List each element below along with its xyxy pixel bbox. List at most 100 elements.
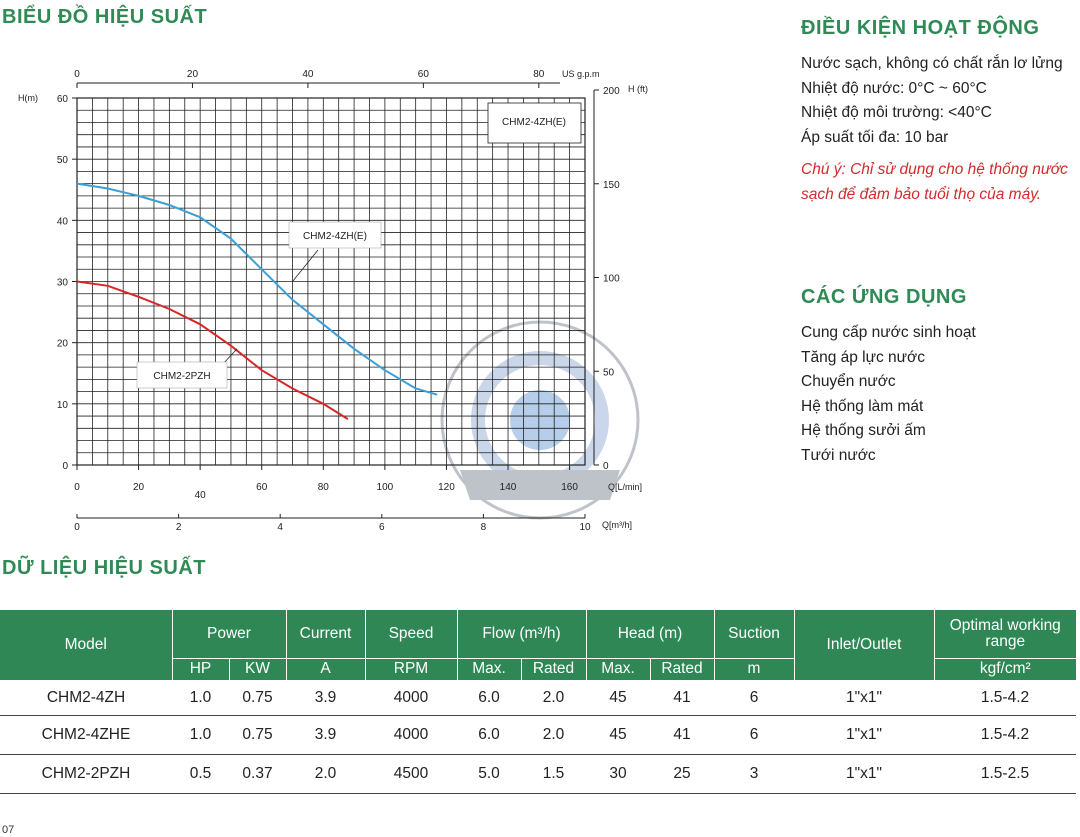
- header-current: Current: [286, 610, 366, 659]
- header-suction: Suction: [714, 610, 795, 659]
- table-cell: 6: [714, 680, 794, 716]
- series-line-chm2-2pzh: [76, 280, 349, 420]
- tick-label-lpm: 80: [318, 482, 330, 493]
- unit-pressure: kgf/cm²: [934, 658, 1076, 681]
- tick-label-lpm: 40: [195, 490, 207, 501]
- tick-label-y-m: 0: [62, 461, 68, 472]
- series-label-chm2-2pzh: CHM2-2PZH: [153, 371, 210, 382]
- table-cell: 41: [650, 715, 714, 755]
- tick-label-lpm: 120: [438, 482, 455, 493]
- table-cell: 5.0: [457, 754, 521, 794]
- application-item: Cung cấp nước sinh hoạt: [801, 324, 976, 341]
- series-label-box: [136, 361, 228, 389]
- table-cell: 30: [586, 754, 650, 794]
- application-item: Chuyển nước: [801, 373, 896, 390]
- header-power: Power: [172, 610, 287, 659]
- unit-speed: RPM: [365, 658, 458, 681]
- unit-kw: KW: [229, 658, 287, 681]
- table-cell: 1.0: [172, 715, 229, 755]
- performance-data-table: Model Power Current Speed Flow (m³/h) He…: [0, 610, 1076, 794]
- tick-label-lpm: 0: [74, 482, 80, 493]
- tick-label-m3h: 6: [379, 522, 385, 533]
- tick-label-m3h: 8: [481, 522, 487, 533]
- table-cell: 1.5-2.5: [934, 754, 1076, 794]
- table-cell: 45: [586, 680, 650, 716]
- tick-label-usgpm: 80: [533, 69, 545, 80]
- table-row: CHM2-4ZHE 1.0 0.75 3.9 4000 6.0 2.0 45 41 6 1"x1" 1…: [0, 715, 1076, 755]
- usage-note: Chú ý: Chỉ sử dụng cho hệ thống nước sạc…: [801, 161, 1068, 203]
- header-head: Head (m): [586, 610, 715, 659]
- tick-label-y-ft: 200: [603, 86, 620, 97]
- table-cell: 4500: [365, 754, 457, 794]
- callout-leader-line: [292, 249, 319, 282]
- x-axis-label-m3h: Q[m³/h]: [602, 520, 632, 530]
- unit-flow-rated: Rated: [521, 658, 587, 681]
- table-cell: 6.0: [457, 680, 521, 716]
- watermark-logo: [440, 320, 640, 520]
- applications-list: Cung cấp nước sinh hoạt Tăng áp lực nước…: [801, 321, 976, 468]
- table-cell: 25: [650, 754, 714, 794]
- condition-item: Nhiệt độ môi trường: <40°C: [801, 104, 992, 121]
- table-cell: 2.0: [521, 680, 586, 716]
- y-axis-label-m: H(m): [18, 93, 38, 103]
- unit-head-rated: Rated: [650, 658, 715, 681]
- header-flow: Flow (m³/h): [457, 610, 587, 659]
- table-cell: 3.9: [286, 715, 365, 755]
- operating-conditions-title: ĐIỀU KIỆN HOẠT ĐỘNG: [801, 17, 1040, 39]
- tick-label-y-ft: 100: [603, 274, 620, 285]
- tick-label-lpm: 20: [133, 482, 145, 493]
- table-cell: 3.9: [286, 680, 365, 716]
- tick-label-y-m: 40: [57, 216, 69, 227]
- series-label-chm2-4zh-e: CHM2-4ZH(E): [303, 231, 367, 242]
- table-cell: 1.5-4.2: [934, 715, 1076, 755]
- header-model: Model: [0, 610, 173, 681]
- unit-flow-max: Max.: [457, 658, 522, 681]
- operating-conditions-list: Nước sạch, không có chất rắn lơ lửng Nhi…: [801, 52, 1063, 150]
- x-axis-label-lpm: Q[L/min]: [608, 482, 642, 492]
- tick-label-y-m: 60: [57, 94, 69, 105]
- table-cell: 1"x1": [794, 754, 934, 794]
- header-inlet-outlet: Inlet/Outlet: [794, 610, 935, 681]
- tick-label-y-m: 50: [57, 155, 69, 166]
- unit-head-max: Max.: [586, 658, 651, 681]
- tick-label-lpm: 140: [500, 482, 517, 493]
- table-cell: 41: [650, 680, 714, 716]
- legend-box: [487, 102, 582, 144]
- application-item: Tưới nước: [801, 446, 876, 464]
- table-cell: 0.75: [229, 680, 286, 716]
- table-cell: 0.75: [229, 715, 286, 755]
- tick-label-usgpm: 0: [74, 69, 80, 80]
- header-pressure-range: Optimal working range: [934, 610, 1076, 659]
- header-speed: Speed: [365, 610, 458, 659]
- y-axis-label-ft: H (ft): [628, 84, 648, 94]
- table-cell: 1"x1": [794, 715, 934, 755]
- tick-label-y-m: 30: [57, 278, 69, 289]
- application-item: Hệ thống sưởi ấm: [801, 422, 926, 439]
- table-cell: 1.0: [172, 680, 229, 716]
- performance-chart-title: BIỂU ĐỒ HIỆU SUẤT: [2, 6, 208, 28]
- tick-label-usgpm: 40: [302, 69, 314, 80]
- application-item: Tăng áp lực nước: [801, 348, 925, 366]
- table-cell: 1.5-4.2: [934, 680, 1076, 716]
- table-cell: 2.0: [521, 715, 586, 755]
- tick-label-m3h: 0: [74, 522, 80, 533]
- table-cell: 6: [714, 715, 794, 755]
- table-cell: CHM2-4ZH: [0, 680, 172, 716]
- table-cell: 6.0: [457, 715, 521, 755]
- unit-current: A: [286, 658, 366, 681]
- tick-label-y-ft: 50: [603, 367, 615, 378]
- tick-label-usgpm: 60: [418, 69, 430, 80]
- table-cell: 1.5: [521, 754, 586, 794]
- table-cell: CHM2-2PZH: [0, 754, 172, 794]
- x-axis-label-usgpm: US g.p.m: [562, 69, 600, 79]
- tick-label-lpm: 100: [377, 482, 394, 493]
- table-cell: 45: [586, 715, 650, 755]
- unit-suction: m: [714, 658, 795, 681]
- tick-label-y-ft: 0: [603, 461, 609, 472]
- application-item: Hệ thống làm mát: [801, 397, 924, 415]
- tick-label-lpm: 60: [256, 482, 268, 493]
- table-cell: 1"x1": [794, 680, 934, 716]
- applications-title: CÁC ỨNG DỤNG: [801, 286, 967, 308]
- table-cell: 0.5: [172, 754, 229, 794]
